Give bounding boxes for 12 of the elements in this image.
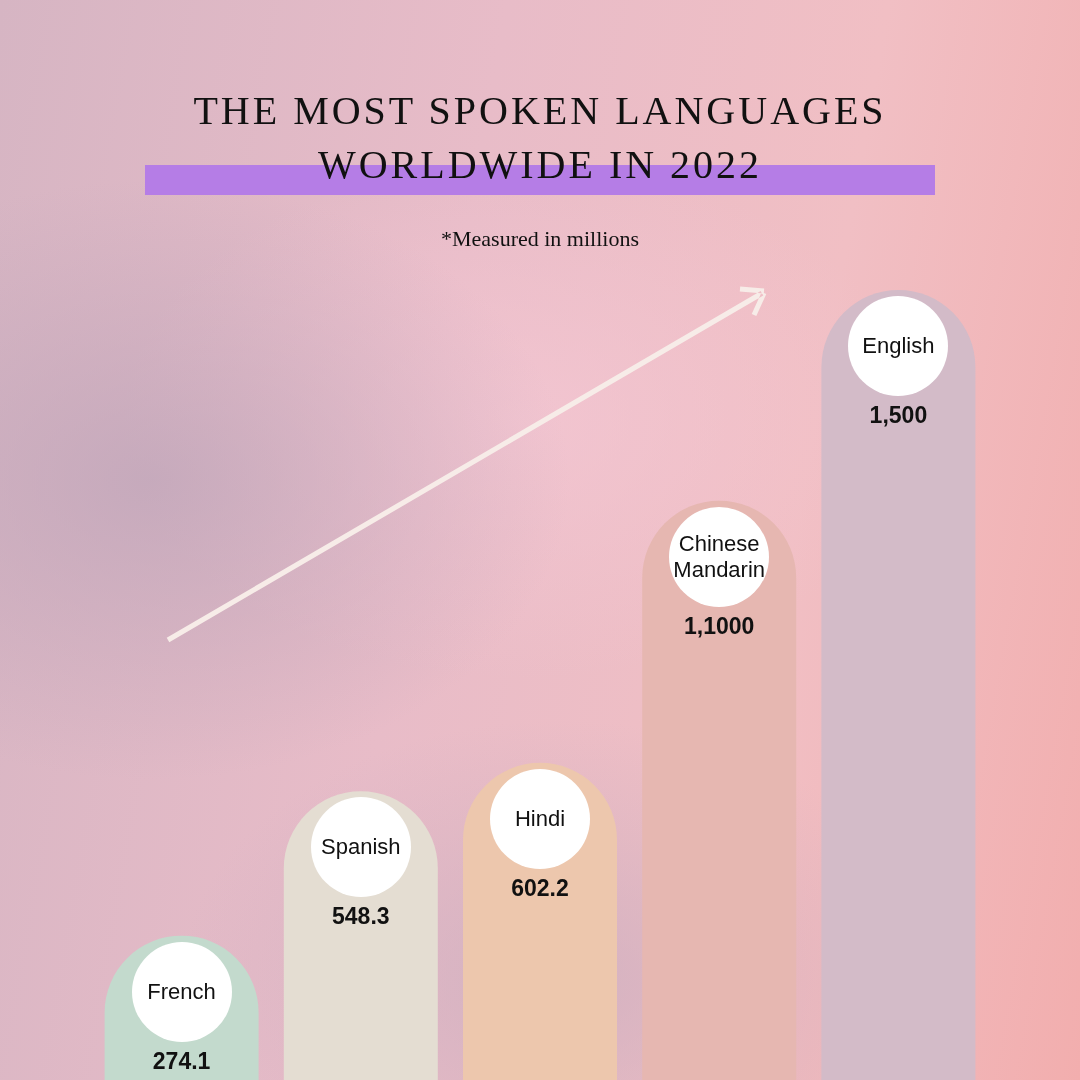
x-tick-label: English <box>862 333 935 359</box>
x-tick-label: Chinese Mandarin <box>672 530 767 583</box>
x-tick-label: French <box>147 978 216 1005</box>
data-label: 602.2 <box>511 874 569 901</box>
x-tick-label: Spanish <box>321 834 401 861</box>
chart-subtitle: *Measured in millions <box>440 226 640 252</box>
data-label: 1,500 <box>869 402 928 428</box>
data-label: 274.1 <box>152 1047 211 1074</box>
data-label: 1,1000 <box>684 612 755 639</box>
x-tick-label: Hindi <box>514 805 566 832</box>
data-label: 548.3 <box>332 903 390 930</box>
chart-title: THE MOST SPOKEN LANGUAGES WORLDWIDE IN 2022 <box>192 87 888 189</box>
